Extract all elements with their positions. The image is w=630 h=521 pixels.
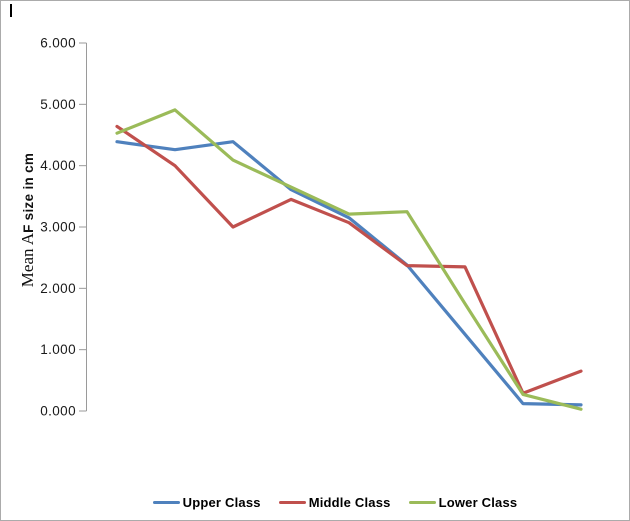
y-axis-title: Mean AF size in cm <box>18 153 37 287</box>
y-axis-tick-label: 5.000 <box>40 97 76 112</box>
y-axis-title-segment: Mean A <box>18 232 37 287</box>
legend-label: Upper Class <box>182 495 261 510</box>
y-axis-tick-label: 3.000 <box>40 220 76 235</box>
y-axis-tick-label: 1.000 <box>40 342 76 357</box>
y-axis-tick-label: 0.000 <box>40 404 76 419</box>
legend-line-swatch <box>152 500 180 505</box>
legend-line-swatch <box>278 500 306 505</box>
y-axis-tick-label: 6.000 <box>40 36 76 51</box>
y-axis-title-segment: F size in cm <box>21 153 36 233</box>
legend-item-middle-class[interactable]: Middle Class <box>278 495 391 510</box>
legend-line-swatch <box>408 500 436 505</box>
chart-legend: Upper Class Middle Class Lower Class <box>21 495 630 510</box>
series-line-upper-class[interactable] <box>115 140 583 407</box>
series-line-middle-class[interactable] <box>115 124 583 395</box>
legend-label: Middle Class <box>308 495 391 510</box>
y-axis-tick-label: 4.000 <box>40 158 76 173</box>
y-axis-tick-label: 2.000 <box>40 281 76 296</box>
series-line-lower-class[interactable] <box>115 108 583 411</box>
text-cursor-artifact <box>10 4 12 17</box>
legend-item-upper-class[interactable]: Upper Class <box>152 495 261 510</box>
legend-item-lower-class[interactable]: Lower Class <box>408 495 518 510</box>
legend-label: Lower Class <box>438 495 518 510</box>
